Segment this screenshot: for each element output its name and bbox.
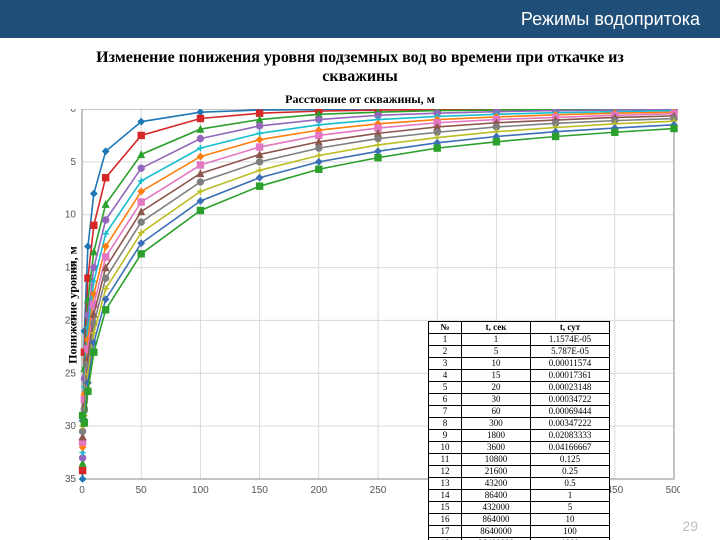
svg-text:500: 500 [666, 485, 680, 496]
time-table: №t, секt, сут111.1574E-05255.787E-053100… [428, 321, 610, 540]
page-title: Изменение понижения уровня подземных вод… [60, 48, 660, 86]
header-bar: Режимы водопритока [0, 0, 720, 38]
svg-text:35: 35 [65, 474, 77, 485]
svg-text:100: 100 [192, 485, 209, 496]
svg-text:150: 150 [251, 485, 268, 496]
svg-text:0: 0 [70, 109, 76, 115]
svg-text:30: 30 [65, 422, 77, 433]
page-number: 29 [682, 518, 698, 534]
svg-text:50: 50 [136, 485, 148, 496]
svg-text:250: 250 [370, 485, 387, 496]
svg-text:25: 25 [65, 369, 77, 380]
x-axis-title: Расстояние от скважины, м [40, 92, 680, 107]
svg-text:5: 5 [70, 157, 76, 168]
svg-text:0: 0 [79, 485, 85, 496]
y-axis-title: Понижение уровня, м [65, 247, 80, 365]
header-title: Режимы водопритока [521, 9, 700, 30]
svg-text:200: 200 [310, 485, 327, 496]
chart-area: Расстояние от скважины, м Понижение уров… [40, 92, 680, 501]
svg-text:10: 10 [65, 210, 77, 221]
